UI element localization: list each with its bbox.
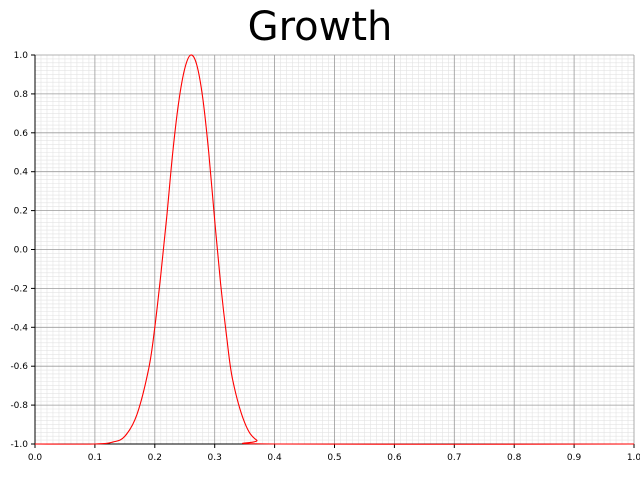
y-tick-label: 0.8 [14,90,29,100]
y-tick-label: 0.2 [14,207,28,217]
tick-labels: 0.0 0.1 0.2 0.3 0.4 0.5 0.6 0.7 0.8 0.9 1.0 1.0 0.8 0… [10,51,640,463]
chart-title: Growth [247,4,393,50]
x-tick-label: 0.5 [327,453,341,463]
y-tick-label: 0.0 [14,246,29,256]
x-tick-label: 0.0 [28,453,43,463]
y-tick-label: -0.4 [10,323,28,333]
axes [31,54,635,448]
x-tick-label: 0.6 [387,453,402,463]
series-line-0 [34,54,635,445]
x-tick-label: 0.3 [208,453,222,463]
x-tick-label: 0.8 [507,453,522,463]
x-tick-label: 0.9 [567,453,582,463]
y-tick-label: -0.2 [10,284,28,294]
x-tick-label: 1.0 [627,453,640,463]
x-tick-label: 0.7 [447,453,461,463]
series-layer [34,54,635,445]
y-tick-label: -0.8 [10,401,28,411]
y-tick-label: -0.6 [10,362,28,372]
y-tick-label: 0.6 [14,129,29,139]
y-tick-label: -1.0 [10,440,28,450]
x-tick-label: 0.4 [267,453,282,463]
y-tick-label: 1.0 [14,51,29,61]
y-tick-label: 0.4 [14,168,29,178]
x-tick-label: 0.1 [88,453,102,463]
x-tick-label: 0.2 [148,453,162,463]
